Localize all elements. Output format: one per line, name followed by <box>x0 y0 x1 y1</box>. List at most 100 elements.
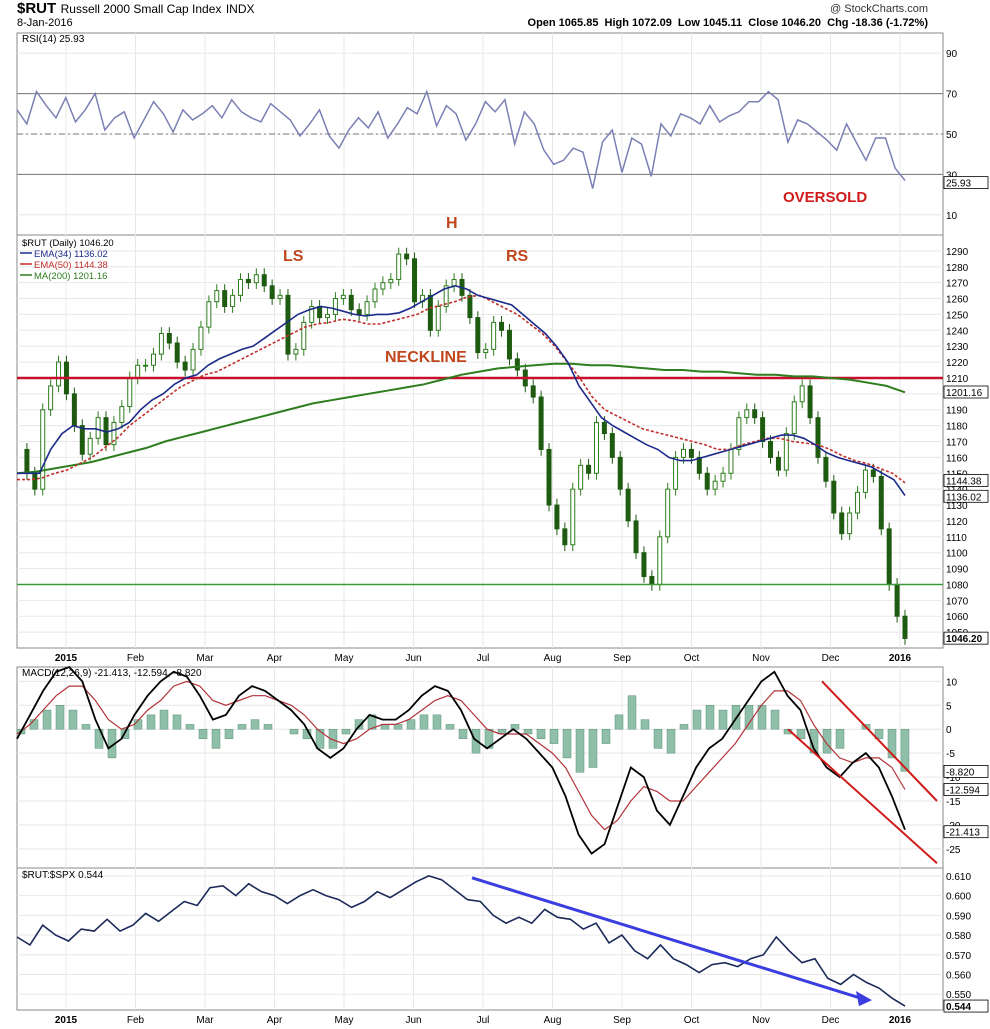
macd-histogram-bar <box>42 709 52 730</box>
price-candle-body <box>356 309 362 315</box>
macd-histogram-bar <box>172 714 182 730</box>
macd-last-value-box <box>943 825 989 839</box>
macd-histogram-bar <box>796 728 806 740</box>
macd-y-tick-label: 5 <box>946 701 952 712</box>
ratio-trend-arrowhead <box>856 991 872 1007</box>
price-candle-body <box>277 294 283 300</box>
price-y-tick-label: 1060 <box>946 612 969 623</box>
price-candle-body <box>641 552 647 578</box>
price-candle-body <box>158 332 164 355</box>
quote-line: Open 1065.85 High 1072.09 Low 1045.11 Cl… <box>527 17 928 29</box>
price-candle-body <box>649 576 655 585</box>
ema34-last-value-box <box>943 489 989 503</box>
macd-histogram-bar <box>575 728 585 773</box>
price-y-tick-label: 1260 <box>946 295 969 306</box>
price-candle-body <box>182 361 188 371</box>
price-candle-body <box>380 282 386 290</box>
ratio-x-tick-label: Feb <box>127 1015 145 1026</box>
price-candle-body <box>696 456 702 474</box>
price-candle-body <box>483 348 489 354</box>
price-y-tick-label: 1170 <box>946 438 968 449</box>
price-candle-body <box>293 348 299 355</box>
macd-histogram-bar <box>744 705 754 730</box>
annotation-h: H <box>446 215 458 232</box>
ratio-x-tick-label: 2015 <box>55 1015 78 1026</box>
ratio-x-tick-label: Jun <box>405 1015 421 1026</box>
price-candle-body <box>736 417 742 450</box>
macd-histogram-bar <box>341 728 351 735</box>
ratio-y-tick-label: 0.570 <box>946 951 971 962</box>
ratio-x-tick-label: Dec <box>822 1015 840 1026</box>
price-x-tick-label: 2016 <box>889 653 912 664</box>
price-candle-body <box>681 448 686 458</box>
price-candle-body <box>546 448 552 506</box>
exchange: INDX <box>225 2 255 16</box>
rsi-y-tick-label: 70 <box>946 90 958 101</box>
price-candle-body <box>578 464 584 490</box>
price-x-tick-label: Oct <box>684 653 700 664</box>
price-y-tick-label: 1100 <box>946 549 968 560</box>
price-candle-body <box>143 364 149 367</box>
price-candle-body <box>530 385 536 398</box>
macd-histogram-bar <box>419 714 429 730</box>
macd-histogram-bar <box>328 728 338 749</box>
price-candle-body <box>831 480 837 514</box>
macd-histogram-bar <box>211 728 221 749</box>
price-candle-body <box>150 353 156 366</box>
price-candle-body <box>783 433 789 471</box>
ratio-line <box>16 875 906 1007</box>
macd-histogram-last-value: -8.820 <box>946 767 975 778</box>
price-candle-body <box>317 305 323 319</box>
price-candle-body <box>56 361 62 387</box>
macd-y-tick-label: 10 <box>946 677 958 688</box>
price-candle-body <box>348 294 354 311</box>
price-candle-body <box>554 504 560 530</box>
macd-histogram-bar <box>432 714 442 730</box>
rsi-legend: RSI(14) 25.93 <box>22 34 85 45</box>
macd-y-tick-label: -15 <box>946 797 961 808</box>
price-y-tick-label: 1280 <box>946 263 969 274</box>
price-candle-body <box>451 278 457 287</box>
price-x-tick-label: Aug <box>544 653 562 664</box>
price-candle-body <box>412 258 418 303</box>
price-y-tick-label: 1110 <box>946 533 967 544</box>
price-legend-item: EMA(50) 1144.38 <box>34 260 108 271</box>
ratio-panel-frame <box>16 867 944 1011</box>
ratio-x-tick-label: Aug <box>544 1015 562 1026</box>
rsi-y-tick-label: 30 <box>946 170 958 181</box>
price-candle-body <box>372 288 378 303</box>
price-x-tick-label: Jun <box>405 653 421 664</box>
price-x-tick-label: Jul <box>477 653 490 664</box>
macd-histogram-bar <box>653 728 663 749</box>
macd-histogram-bar <box>588 728 598 768</box>
price-x-tick-label: Feb <box>127 653 145 664</box>
macd-histogram-bar <box>822 728 832 754</box>
ratio-last-value: 0.544 <box>946 1002 971 1013</box>
price-candle-body <box>593 421 599 474</box>
price-candle-body <box>95 417 101 439</box>
macd-histogram-bar <box>614 714 624 730</box>
price-candle-body <box>601 421 607 435</box>
price-candle-body <box>791 401 797 435</box>
macd-histogram-bar <box>718 709 728 730</box>
index-name: Russell 2000 Small Cap Index <box>60 2 222 16</box>
macd-histogram-bar <box>627 695 637 730</box>
price-candle-body <box>870 469 876 477</box>
macd-last-value: -21.413 <box>946 828 980 839</box>
price-candle-body <box>174 342 180 363</box>
price-candle-body <box>728 448 734 474</box>
price-candle-body <box>633 520 639 554</box>
price-x-tick-label: Dec <box>822 653 840 664</box>
macd-histogram-bar <box>549 728 559 744</box>
price-legend-item: MA(200) 1201.16 <box>34 271 107 282</box>
price-candle-body <box>657 536 663 585</box>
macd-y-tick-label: 0 <box>946 725 952 736</box>
ratio-trend-arrow <box>471 876 865 1001</box>
ratio-legend: $RUT:$SPX 0.544 <box>22 870 104 881</box>
price-candle-body <box>475 317 481 354</box>
macd-histogram-bar <box>354 719 364 730</box>
ma200-last-value: 1201.16 <box>946 388 983 399</box>
macd-histogram-bar <box>198 728 208 740</box>
price-candle-body <box>245 278 251 284</box>
